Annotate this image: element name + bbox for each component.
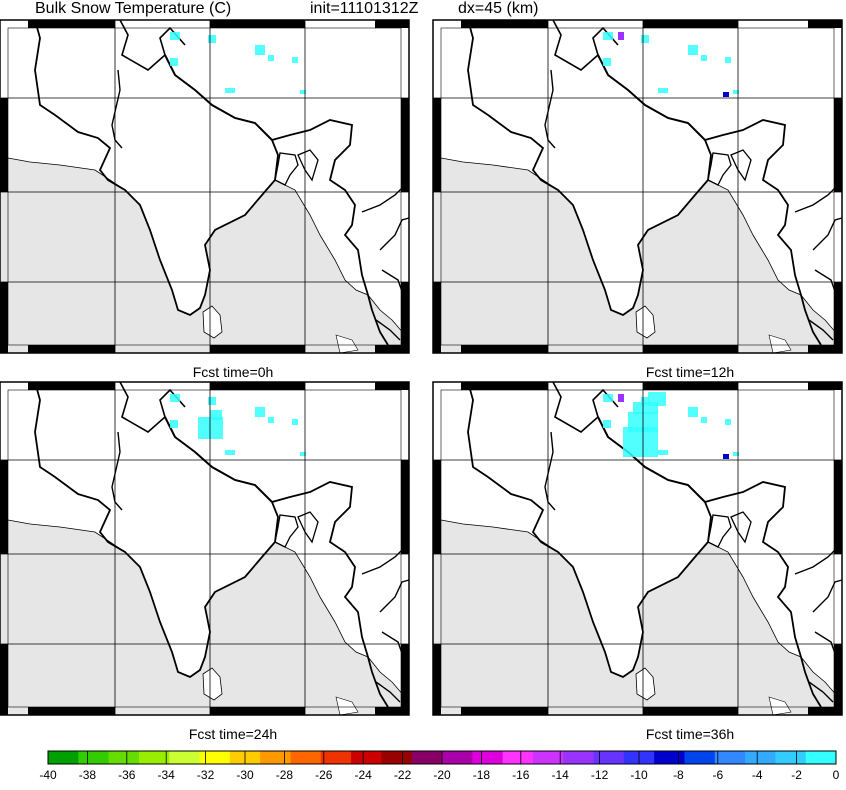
map-panel-0h bbox=[0, 19, 410, 354]
colorbar-swatch bbox=[472, 751, 504, 764]
title-init: init=11101312Z bbox=[310, 0, 419, 17]
panel-caption-12h: Fcst time=12h bbox=[645, 364, 735, 380]
colorbar-tick-label: -20 bbox=[433, 768, 451, 782]
map-panels bbox=[0, 19, 843, 716]
colorbar-tick-label: -8 bbox=[673, 768, 684, 782]
colorbar-swatch bbox=[684, 751, 716, 764]
map-panel-12h bbox=[432, 19, 843, 354]
colorbar-tick-label: -24 bbox=[355, 768, 373, 782]
colorbar-tick-label: -32 bbox=[197, 768, 215, 782]
colorbar-swatch bbox=[260, 751, 291, 764]
colorbar-swatch bbox=[351, 751, 382, 764]
panel-caption-36h: Fcst time=36h bbox=[645, 726, 735, 742]
map-panel-36h bbox=[432, 381, 843, 716]
colorbar-swatch bbox=[805, 751, 837, 764]
colorbar-swatch bbox=[623, 751, 655, 764]
colorbar-tick-label: -30 bbox=[236, 768, 254, 782]
map-panel-24h bbox=[0, 381, 410, 716]
colorbar-swatch bbox=[593, 751, 625, 764]
colorbar-swatch bbox=[320, 751, 352, 764]
colorbar-swatch bbox=[138, 751, 170, 764]
colorbar-tick-label: -40 bbox=[39, 768, 57, 782]
figure-title: Bulk Snow Temperature (C) init=11101312Z… bbox=[0, 0, 846, 18]
title-dx: dx=45 (km) bbox=[458, 0, 539, 17]
colorbar-tick-label: -22 bbox=[394, 768, 412, 782]
colorbar-swatch bbox=[381, 751, 413, 764]
colorbar-swatch bbox=[775, 751, 807, 764]
colorbar-swatch bbox=[290, 751, 322, 764]
colorbar-tick-label: -36 bbox=[118, 768, 136, 782]
colorbar-tick-label: -16 bbox=[512, 768, 530, 782]
colorbar-tick-label: -38 bbox=[79, 768, 97, 782]
colorbar-swatch bbox=[654, 751, 685, 764]
colorbar-swatch bbox=[411, 751, 443, 764]
colorbar-swatch bbox=[108, 751, 140, 764]
colorbar-swatch bbox=[714, 751, 746, 764]
colorbar-tick-label: -12 bbox=[591, 768, 609, 782]
colorbar-swatch bbox=[199, 751, 231, 764]
colorbar-swatch bbox=[442, 751, 473, 764]
colorbar-tick-label: 0 bbox=[833, 768, 840, 782]
colorbar-tick-label: -26 bbox=[315, 768, 333, 782]
colorbar-tick-label: -4 bbox=[752, 768, 763, 782]
colorbar-swatch bbox=[48, 751, 79, 764]
colorbar-swatch bbox=[78, 751, 110, 764]
colorbar-tick-label: -6 bbox=[712, 768, 723, 782]
colorbar-tick-label: -34 bbox=[158, 768, 176, 782]
colorbar-tick-label: -18 bbox=[473, 768, 491, 782]
colorbar-swatch bbox=[532, 751, 564, 764]
colorbar-swatch bbox=[229, 751, 261, 764]
colorbar-tick-label: -14 bbox=[552, 768, 570, 782]
colorbar-swatch bbox=[502, 751, 534, 764]
colorbar-tick-label: -28 bbox=[276, 768, 294, 782]
title-field: Bulk Snow Temperature (C) bbox=[35, 0, 232, 17]
colorbar-tick-label: -10 bbox=[630, 768, 648, 782]
panel-caption-24h: Fcst time=24h bbox=[188, 726, 278, 742]
colorbar-swatch bbox=[745, 751, 776, 764]
colorbar-swatch bbox=[563, 751, 594, 764]
panel-caption-0h: Fcst time=0h bbox=[192, 364, 274, 380]
colorbar-swatch bbox=[169, 751, 200, 764]
colorbar-tick-label: -2 bbox=[791, 768, 802, 782]
